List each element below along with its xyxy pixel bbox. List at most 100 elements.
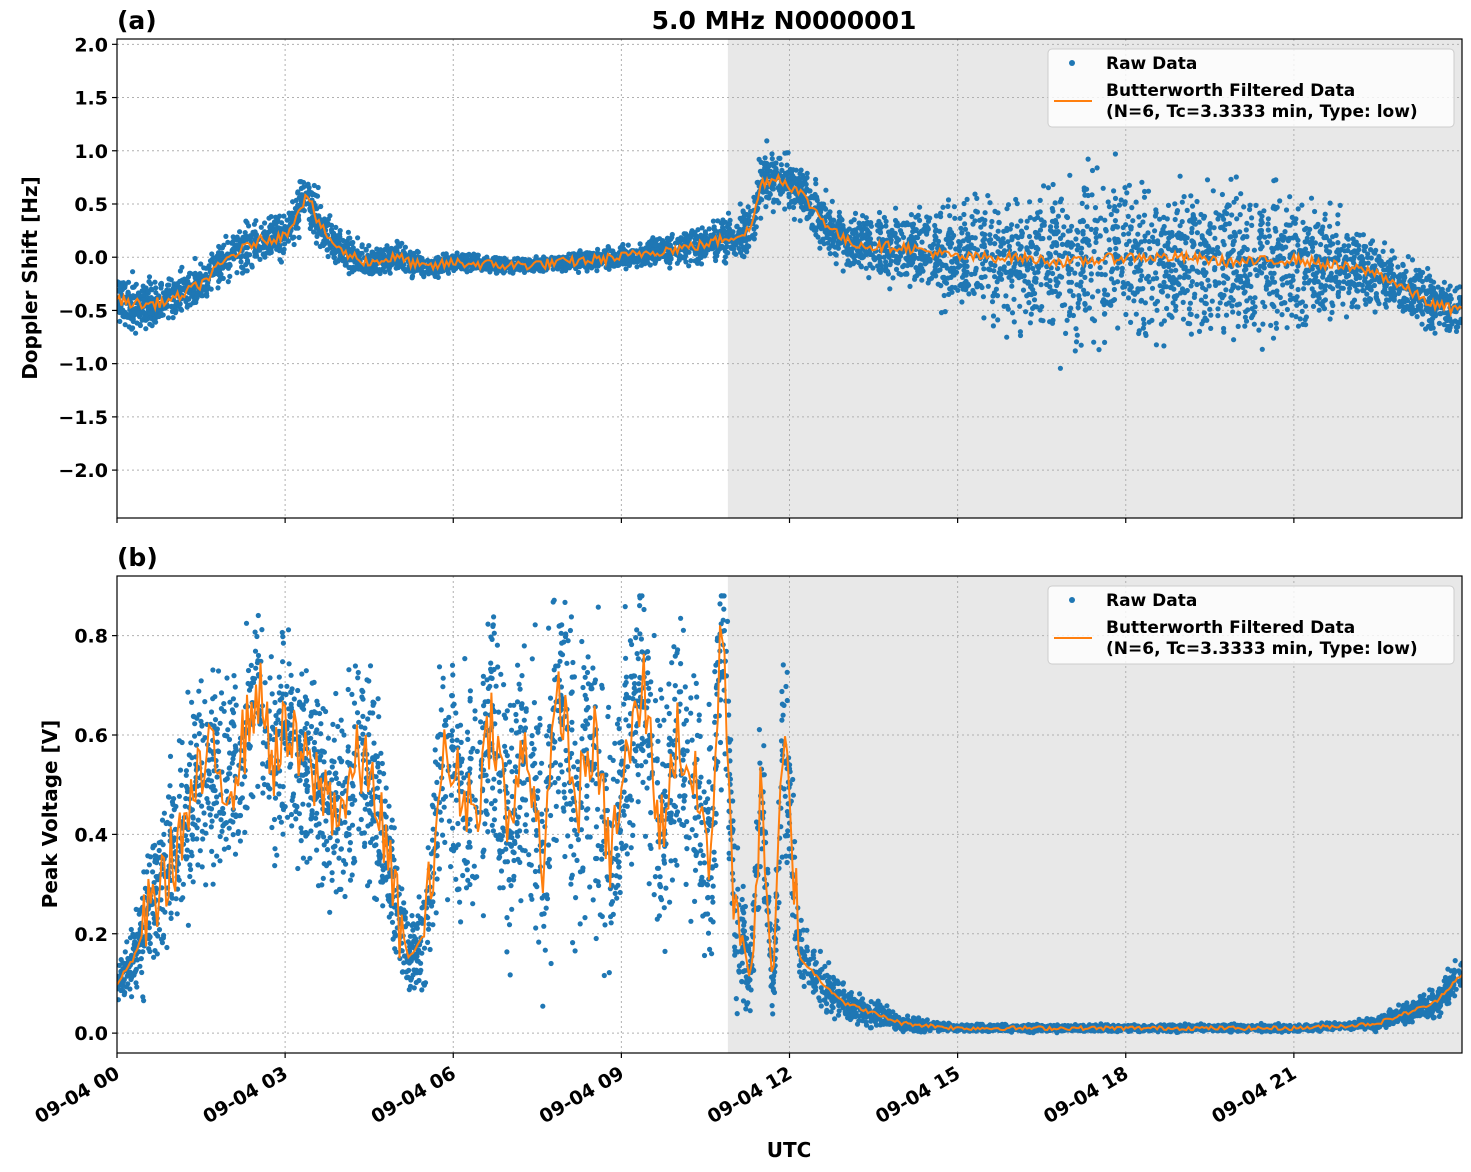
- raw-data-point: [1030, 305, 1036, 311]
- raw-data-point: [356, 253, 362, 259]
- raw-data-point: [964, 196, 970, 202]
- raw-data-point: [394, 238, 400, 244]
- panel-a: (a) −2.0−1.5−1.0−0.50.00.51.01.52.0 Dopp…: [18, 6, 1463, 523]
- raw-data-point: [1289, 284, 1295, 290]
- raw-data-point: [1335, 212, 1341, 218]
- raw-data-point: [1001, 249, 1007, 255]
- raw-data-point: [1202, 294, 1209, 300]
- raw-data-point: [710, 218, 717, 224]
- raw-data-point: [1295, 242, 1301, 248]
- raw-data-point: [883, 259, 889, 265]
- raw-data-point: [1126, 182, 1132, 188]
- raw-data-point: [1004, 334, 1010, 340]
- raw-data-point: [1268, 322, 1274, 328]
- raw-data-point: [919, 277, 925, 283]
- raw-data-point: [840, 268, 846, 274]
- raw-data-point: [1009, 310, 1016, 316]
- raw-data-point: [141, 286, 147, 292]
- raw-data-point: [692, 258, 698, 264]
- raw-data-point: [443, 251, 449, 257]
- raw-data-point: [393, 247, 399, 253]
- raw-data-point: [1084, 239, 1090, 246]
- raw-data-point: [1299, 308, 1305, 314]
- raw-data-point: [1011, 264, 1017, 270]
- raw-data-point: [1373, 247, 1379, 253]
- raw-data-point: [908, 212, 915, 218]
- raw-data-point: [258, 224, 264, 230]
- raw-data-point: [1044, 264, 1050, 270]
- raw-data-point: [271, 219, 278, 225]
- raw-data-point: [1123, 311, 1129, 318]
- raw-data-point: [1453, 324, 1459, 330]
- raw-data-point: [1316, 307, 1322, 313]
- raw-data-point: [1004, 303, 1010, 309]
- raw-data-point: [779, 189, 786, 195]
- raw-data-point: [1201, 239, 1208, 245]
- raw-data-point: [1041, 183, 1047, 189]
- raw-data-point: [1172, 201, 1178, 207]
- raw-data-point: [1359, 282, 1365, 288]
- raw-data-point: [1093, 239, 1099, 245]
- raw-data-point: [147, 321, 153, 327]
- raw-data-point: [1274, 308, 1280, 314]
- raw-data-point: [191, 298, 198, 304]
- raw-data-point: [782, 206, 788, 212]
- raw-data-point: [1092, 205, 1099, 211]
- raw-data-point: [333, 224, 339, 230]
- raw-data-point: [764, 194, 770, 200]
- raw-data-point: [940, 274, 946, 281]
- raw-data-point: [1064, 214, 1071, 221]
- raw-data-point: [1312, 208, 1318, 215]
- raw-data-point: [1067, 172, 1073, 178]
- raw-data-point: [827, 251, 833, 257]
- raw-data-point: [1391, 292, 1397, 298]
- raw-data-point: [1209, 249, 1215, 255]
- raw-data-point: [1271, 178, 1277, 184]
- raw-data-point: [1223, 287, 1229, 293]
- raw-data-point: [1240, 284, 1246, 291]
- raw-data-point: [1299, 248, 1305, 254]
- raw-data-point: [851, 230, 857, 236]
- raw-data-point: [243, 218, 249, 224]
- raw-data-point: [1249, 215, 1255, 221]
- raw-data-point: [1189, 203, 1196, 209]
- raw-data-point: [1241, 234, 1247, 240]
- raw-data-point: [1102, 339, 1108, 345]
- raw-data-point: [279, 220, 285, 226]
- raw-data-point: [1140, 325, 1146, 331]
- raw-data-point: [1351, 281, 1357, 288]
- raw-data-point: [1196, 328, 1203, 334]
- raw-data-point: [1078, 250, 1084, 256]
- raw-data-point: [387, 270, 393, 276]
- raw-data-point: [1362, 297, 1368, 303]
- raw-data-point: [1225, 275, 1231, 281]
- raw-data-point: [1045, 185, 1051, 191]
- raw-data-point: [1163, 269, 1169, 275]
- raw-data-point: [934, 258, 940, 264]
- raw-data-point: [1150, 234, 1156, 240]
- raw-data-point: [1142, 233, 1148, 239]
- raw-data-point: [1161, 263, 1167, 269]
- raw-data-point: [990, 313, 997, 319]
- raw-data-point: [771, 181, 777, 187]
- raw-data-point: [970, 221, 976, 227]
- raw-data-point: [1212, 267, 1218, 273]
- raw-data-point: [817, 245, 823, 251]
- raw-data-point: [225, 239, 231, 245]
- raw-data-point: [300, 179, 307, 186]
- raw-data-point: [940, 204, 946, 210]
- raw-data-point: [623, 266, 629, 272]
- raw-data-point: [1338, 285, 1344, 291]
- raw-data-point: [1372, 309, 1378, 315]
- raw-data-point: [1059, 241, 1065, 247]
- raw-data-point: [810, 194, 816, 200]
- raw-data-point: [169, 308, 175, 315]
- panel-label-a: (a): [117, 6, 157, 35]
- raw-data-point: [1158, 288, 1164, 294]
- raw-data-point: [1355, 281, 1361, 288]
- raw-data-point: [331, 254, 338, 261]
- raw-data-point: [1335, 221, 1341, 227]
- raw-data-point: [800, 175, 806, 181]
- raw-data-point: [795, 197, 801, 203]
- raw-data-point: [1128, 319, 1134, 325]
